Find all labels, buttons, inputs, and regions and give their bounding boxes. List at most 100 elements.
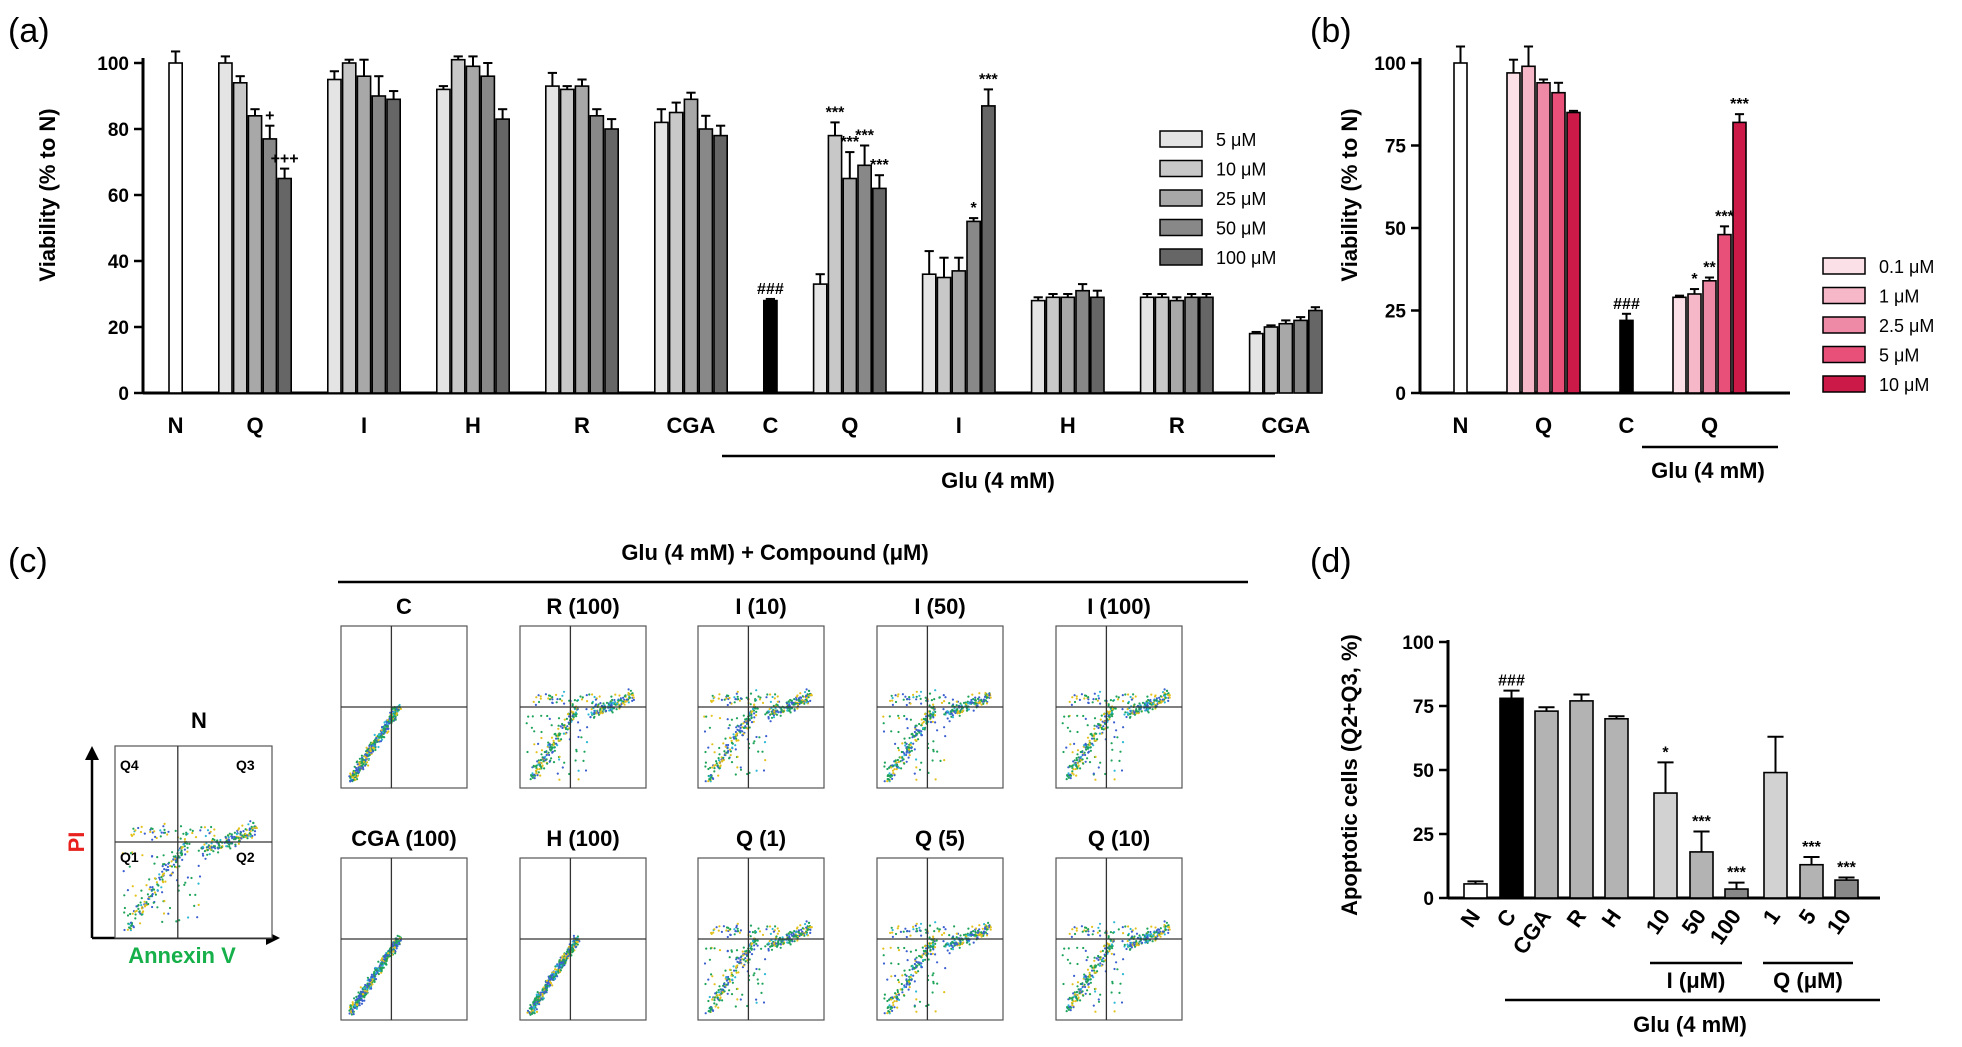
facs-event-point — [228, 845, 231, 848]
facs-event-point — [1094, 1010, 1097, 1013]
facs-event-point — [930, 942, 933, 945]
facs-event-point — [609, 700, 612, 703]
facs-event-point — [1167, 699, 1170, 703]
facs-event-point — [1124, 693, 1127, 696]
facs-event-point — [1165, 689, 1168, 692]
facs-event-point — [715, 991, 718, 994]
facs-event-point — [395, 712, 398, 715]
facs-event-point — [704, 750, 707, 754]
facs-event-point — [726, 935, 729, 939]
facs-event-point — [1113, 967, 1116, 971]
facs-event-point — [1108, 944, 1111, 948]
facs-event-point — [888, 778, 891, 781]
facs-event-point — [560, 699, 564, 702]
facs-event-point — [722, 974, 725, 977]
panel-a-significance-mark: *** — [979, 71, 998, 88]
facs-event-point — [717, 989, 720, 992]
facs-event-point — [787, 932, 790, 935]
panel-a-bar — [168, 62, 183, 394]
facs-event-point — [542, 760, 545, 763]
facs-event-point — [713, 767, 716, 770]
facs-event-point — [905, 746, 908, 749]
facs-event-point — [786, 941, 789, 944]
facs-event-point — [372, 742, 375, 745]
facs-event-point — [717, 697, 720, 700]
facs-event-point — [394, 943, 397, 946]
facs-event-point — [1146, 695, 1149, 698]
facs-event-point — [1093, 956, 1096, 959]
facs-event-point — [755, 714, 758, 717]
facs-event-point — [718, 753, 721, 756]
facs-event-point — [591, 693, 594, 696]
facs-event-point — [961, 943, 964, 946]
facs-plot-title: I (50) — [914, 594, 965, 619]
facs-event-point — [588, 693, 591, 696]
facs-event-point — [891, 699, 894, 702]
facs-event-point — [361, 999, 364, 1003]
facs-event-point — [735, 737, 738, 740]
facs-event-point — [901, 974, 904, 977]
facs-event-point — [735, 924, 738, 927]
facs-plot: Q (5) — [876, 826, 1004, 1021]
facs-event-point — [1152, 934, 1155, 938]
facs-event-point — [725, 976, 728, 979]
facs-event-point — [134, 917, 137, 920]
panel-a-bar — [386, 98, 401, 394]
facs-event-point — [563, 702, 566, 705]
facs-event-point — [736, 695, 739, 698]
facs-event-point — [1099, 934, 1102, 937]
facs-event-point — [377, 745, 380, 749]
facs-event-point — [535, 996, 538, 999]
facs-event-point — [577, 769, 580, 772]
facs-event-point — [924, 928, 927, 931]
panel-b-ytick-label: 0 — [1395, 384, 1406, 405]
facs-event-point — [718, 993, 721, 997]
facs-event-point — [159, 829, 162, 832]
facs-event-point — [749, 692, 753, 695]
facs-event-point — [727, 975, 730, 979]
facs-event-point — [978, 692, 981, 695]
example-plot-title: N — [191, 708, 207, 733]
facs-event-point — [374, 748, 377, 752]
facs-event-point — [943, 945, 946, 948]
facs-event-point — [721, 759, 724, 762]
facs-event-point — [713, 928, 716, 931]
facs-event-point — [962, 941, 965, 944]
panel-b-legend-label: 10 μM — [1879, 375, 1929, 395]
facs-event-point — [532, 765, 535, 768]
facs-event-point — [959, 934, 962, 937]
panel-a-bar — [544, 85, 560, 394]
facs-event-point — [1077, 756, 1080, 759]
facs-event-point — [197, 903, 200, 907]
facs-event-point — [785, 934, 789, 937]
facs-event-point — [595, 703, 598, 706]
facs-event-point — [1095, 957, 1098, 960]
facs-event-point — [1089, 746, 1092, 749]
facs-event-point — [1081, 930, 1084, 933]
facs-event-point — [771, 712, 774, 715]
facs-event-point — [370, 987, 373, 990]
facs-event-point — [890, 766, 893, 769]
facs-event-point — [931, 720, 934, 723]
facs-event-point — [531, 1012, 534, 1015]
facs-event-point — [616, 702, 619, 706]
facs-event-point — [733, 969, 736, 972]
facs-event-point — [351, 774, 355, 777]
panel-a-legend-label: 100 μM — [1216, 248, 1276, 268]
facs-event-point — [615, 708, 618, 711]
facs-event-point — [377, 739, 380, 742]
facs-event-point — [1110, 742, 1113, 745]
facs-event-point — [129, 852, 132, 855]
facs-event-point — [1083, 976, 1086, 979]
facs-event-point — [962, 709, 965, 712]
facs-points — [1061, 920, 1171, 1013]
facs-event-point — [756, 707, 759, 710]
panel-b-significance-mark: * — [1691, 271, 1698, 288]
facs-event-point — [537, 742, 540, 746]
facs-event-point — [927, 958, 930, 961]
panel-a-category-label: Q — [246, 413, 263, 438]
facs-event-point — [895, 764, 898, 767]
facs-event-point — [538, 768, 541, 771]
panel-d-ytick-label: 0 — [1423, 889, 1434, 910]
facs-event-point — [1167, 926, 1170, 929]
